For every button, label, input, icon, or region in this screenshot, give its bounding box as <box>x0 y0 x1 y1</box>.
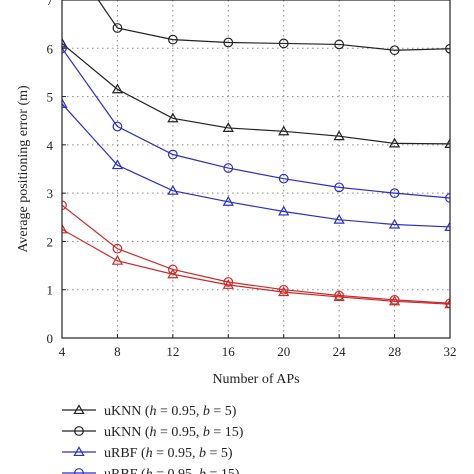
data-point <box>111 159 124 170</box>
series-line <box>62 228 450 305</box>
y-tick-label: 2 <box>47 234 54 249</box>
x-tick-label: 8 <box>114 344 121 359</box>
series-0 <box>62 37 450 148</box>
data-point <box>167 264 178 275</box>
data-point <box>167 149 178 160</box>
data-point <box>388 137 401 148</box>
data-point <box>222 122 234 133</box>
data-point <box>62 37 68 48</box>
y-axis-label: Average positioning error (m) <box>16 85 31 253</box>
data-point <box>445 298 450 309</box>
x-tick-label: 20 <box>277 344 290 359</box>
data-point <box>333 130 345 141</box>
x-axis-label: Number of APs <box>212 372 299 387</box>
legend-label: uRBF (h = 0.95, b = 15) <box>104 467 240 474</box>
data-point <box>389 45 400 56</box>
x-tick-label: 32 <box>444 344 457 359</box>
data-point <box>388 218 401 229</box>
legend-item: uKNN (h = 0.95, b = 15) <box>62 425 244 440</box>
legend-item: uKNN (h = 0.95, b = 5) <box>62 404 237 419</box>
data-point <box>112 121 123 132</box>
series-1 <box>97 0 450 56</box>
data-point <box>167 112 179 123</box>
data-point <box>223 277 234 287</box>
series-line <box>62 42 450 145</box>
legend: uKNN (h = 0.95, b = 5) uKNN (h = 0.95, b … <box>62 404 244 474</box>
series-2 <box>62 98 450 231</box>
data-point <box>111 254 124 265</box>
y-tick-labels: 0 1 2 3 4 5 6 7 <box>47 0 54 346</box>
x-tick-label: 4 <box>59 344 66 359</box>
data-point <box>333 213 345 224</box>
x-tick-label: 28 <box>388 344 401 359</box>
data-point <box>278 286 290 297</box>
y-tick-label: 7 <box>47 0 54 8</box>
legend-label: uRBF (h = 0.95, b = 5) <box>104 446 233 461</box>
data-point <box>278 125 290 136</box>
data-point <box>278 205 290 216</box>
y-tick-label: 4 <box>47 138 54 153</box>
data-point <box>223 163 234 173</box>
legend-marker <box>74 426 84 436</box>
x-tick-label: 24 <box>333 344 347 359</box>
legend-marker <box>74 468 84 474</box>
data-point <box>445 193 450 203</box>
series-5 <box>62 200 450 309</box>
series-line <box>62 47 450 199</box>
x-tick-label: 12 <box>166 344 179 359</box>
x-tick-label: 16 <box>222 344 236 359</box>
data-point <box>222 196 234 206</box>
data-point <box>278 38 289 49</box>
data-point <box>167 184 179 195</box>
legend-marker <box>73 446 85 457</box>
data-point <box>389 294 400 305</box>
data-point <box>111 83 124 94</box>
y-tick-label: 0 <box>47 331 54 346</box>
data-point <box>222 279 234 289</box>
data-point <box>444 221 450 231</box>
data-point <box>112 243 123 254</box>
data-point <box>444 138 450 148</box>
data-point <box>334 290 345 301</box>
legend-item: uRBF (h = 0.95, b = 5) <box>62 446 233 461</box>
series-3 <box>62 43 450 203</box>
plot-area-border <box>61 0 451 339</box>
series-line <box>62 204 450 304</box>
y-tick-label: 3 <box>47 186 54 201</box>
series-line <box>97 0 450 51</box>
series-line <box>62 103 450 228</box>
data-point <box>62 223 68 234</box>
data-point <box>445 43 450 54</box>
data-point <box>334 182 345 193</box>
data-point <box>389 188 400 199</box>
y-tick-label: 6 <box>47 41 54 56</box>
legend-item: uRBF (h = 0.95, b = 15) <box>62 467 240 474</box>
data-point <box>334 39 345 50</box>
data-point <box>62 98 68 108</box>
plot-frame <box>61 0 451 339</box>
legend-label: uKNN (h = 0.95, b = 15) <box>104 425 244 440</box>
data-point <box>278 173 289 184</box>
data-point <box>167 34 178 45</box>
data-point <box>278 284 289 295</box>
y-tick-label: 5 <box>47 90 54 105</box>
series-layer <box>62 0 450 309</box>
data-point <box>223 37 234 48</box>
legend-label: uKNN (h = 0.95, b = 5) <box>104 404 237 419</box>
y-tick-label: 1 <box>47 283 54 298</box>
data-point <box>112 23 123 33</box>
legend-marker <box>73 404 85 415</box>
x-tick-labels: 4 8 12 16 20 24 28 32 <box>59 344 457 359</box>
grid-lines <box>62 0 450 338</box>
